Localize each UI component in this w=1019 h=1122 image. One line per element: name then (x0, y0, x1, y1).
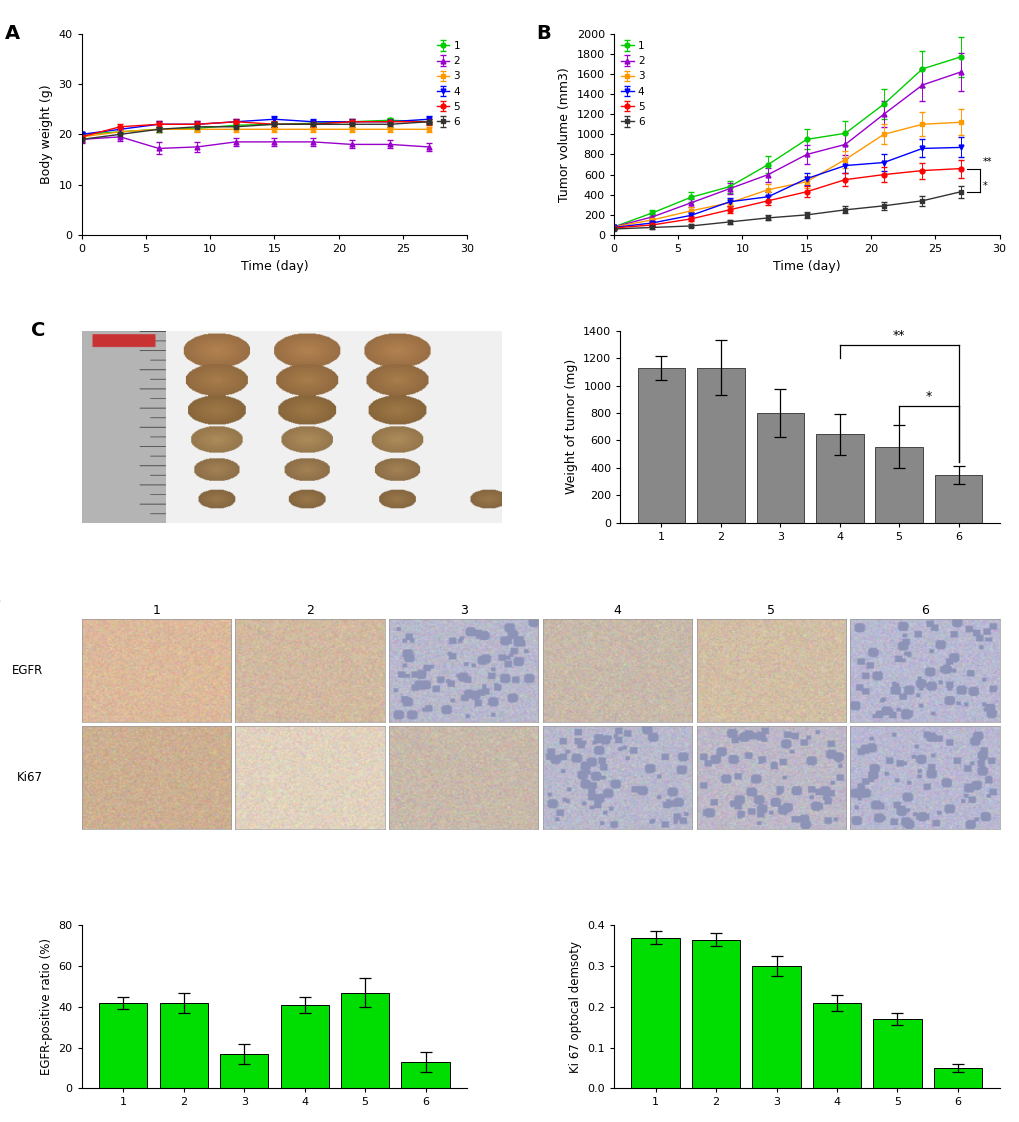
Text: B: B (536, 24, 551, 43)
Text: C: C (32, 321, 46, 340)
Title: 3: 3 (460, 605, 467, 617)
Bar (631, 938, 679, 1088)
Bar (756, 413, 803, 523)
Text: *: * (925, 390, 931, 404)
Bar (280, 1005, 328, 1088)
Bar (696, 368, 744, 523)
Title: 1: 1 (152, 605, 160, 617)
Bar (637, 368, 685, 523)
Text: *: * (982, 181, 986, 191)
Bar (815, 434, 863, 523)
X-axis label: Time (day): Time (day) (772, 259, 840, 273)
Y-axis label: EGFR: EGFR (11, 664, 43, 677)
Bar (933, 476, 981, 523)
Y-axis label: Tumor volume (mm3): Tumor volume (mm3) (557, 67, 571, 202)
Bar (932, 1068, 981, 1088)
Y-axis label: Weight of tumor (mg): Weight of tumor (mg) (565, 359, 577, 495)
Y-axis label: EGFR-positive ratio (%): EGFR-positive ratio (%) (40, 938, 53, 1075)
Y-axis label: Ki 67 optocal demsoty: Ki 67 optocal demsoty (568, 941, 581, 1073)
Bar (159, 1003, 208, 1088)
Title: 2: 2 (306, 605, 314, 617)
Title: 5: 5 (766, 605, 774, 617)
Y-axis label: Body weight (g): Body weight (g) (40, 84, 53, 184)
Legend: 1, 2, 3, 4, 5, 6: 1, 2, 3, 4, 5, 6 (619, 39, 646, 129)
Bar (691, 939, 740, 1088)
Bar (401, 1061, 449, 1088)
Bar (340, 993, 389, 1088)
Text: **: ** (892, 329, 905, 342)
X-axis label: Time (day): Time (day) (240, 259, 308, 273)
Bar (220, 1054, 268, 1088)
Title: 4: 4 (613, 605, 621, 617)
Bar (812, 1003, 860, 1088)
Text: **: ** (982, 157, 991, 166)
Bar (874, 447, 922, 523)
Bar (99, 1003, 148, 1088)
Bar (872, 1019, 921, 1088)
Bar (752, 966, 800, 1088)
Y-axis label: Ki67: Ki67 (16, 771, 43, 784)
Title: 6: 6 (920, 605, 928, 617)
Legend: 1, 2, 3, 4, 5, 6: 1, 2, 3, 4, 5, 6 (434, 39, 462, 129)
Text: A: A (4, 24, 19, 43)
